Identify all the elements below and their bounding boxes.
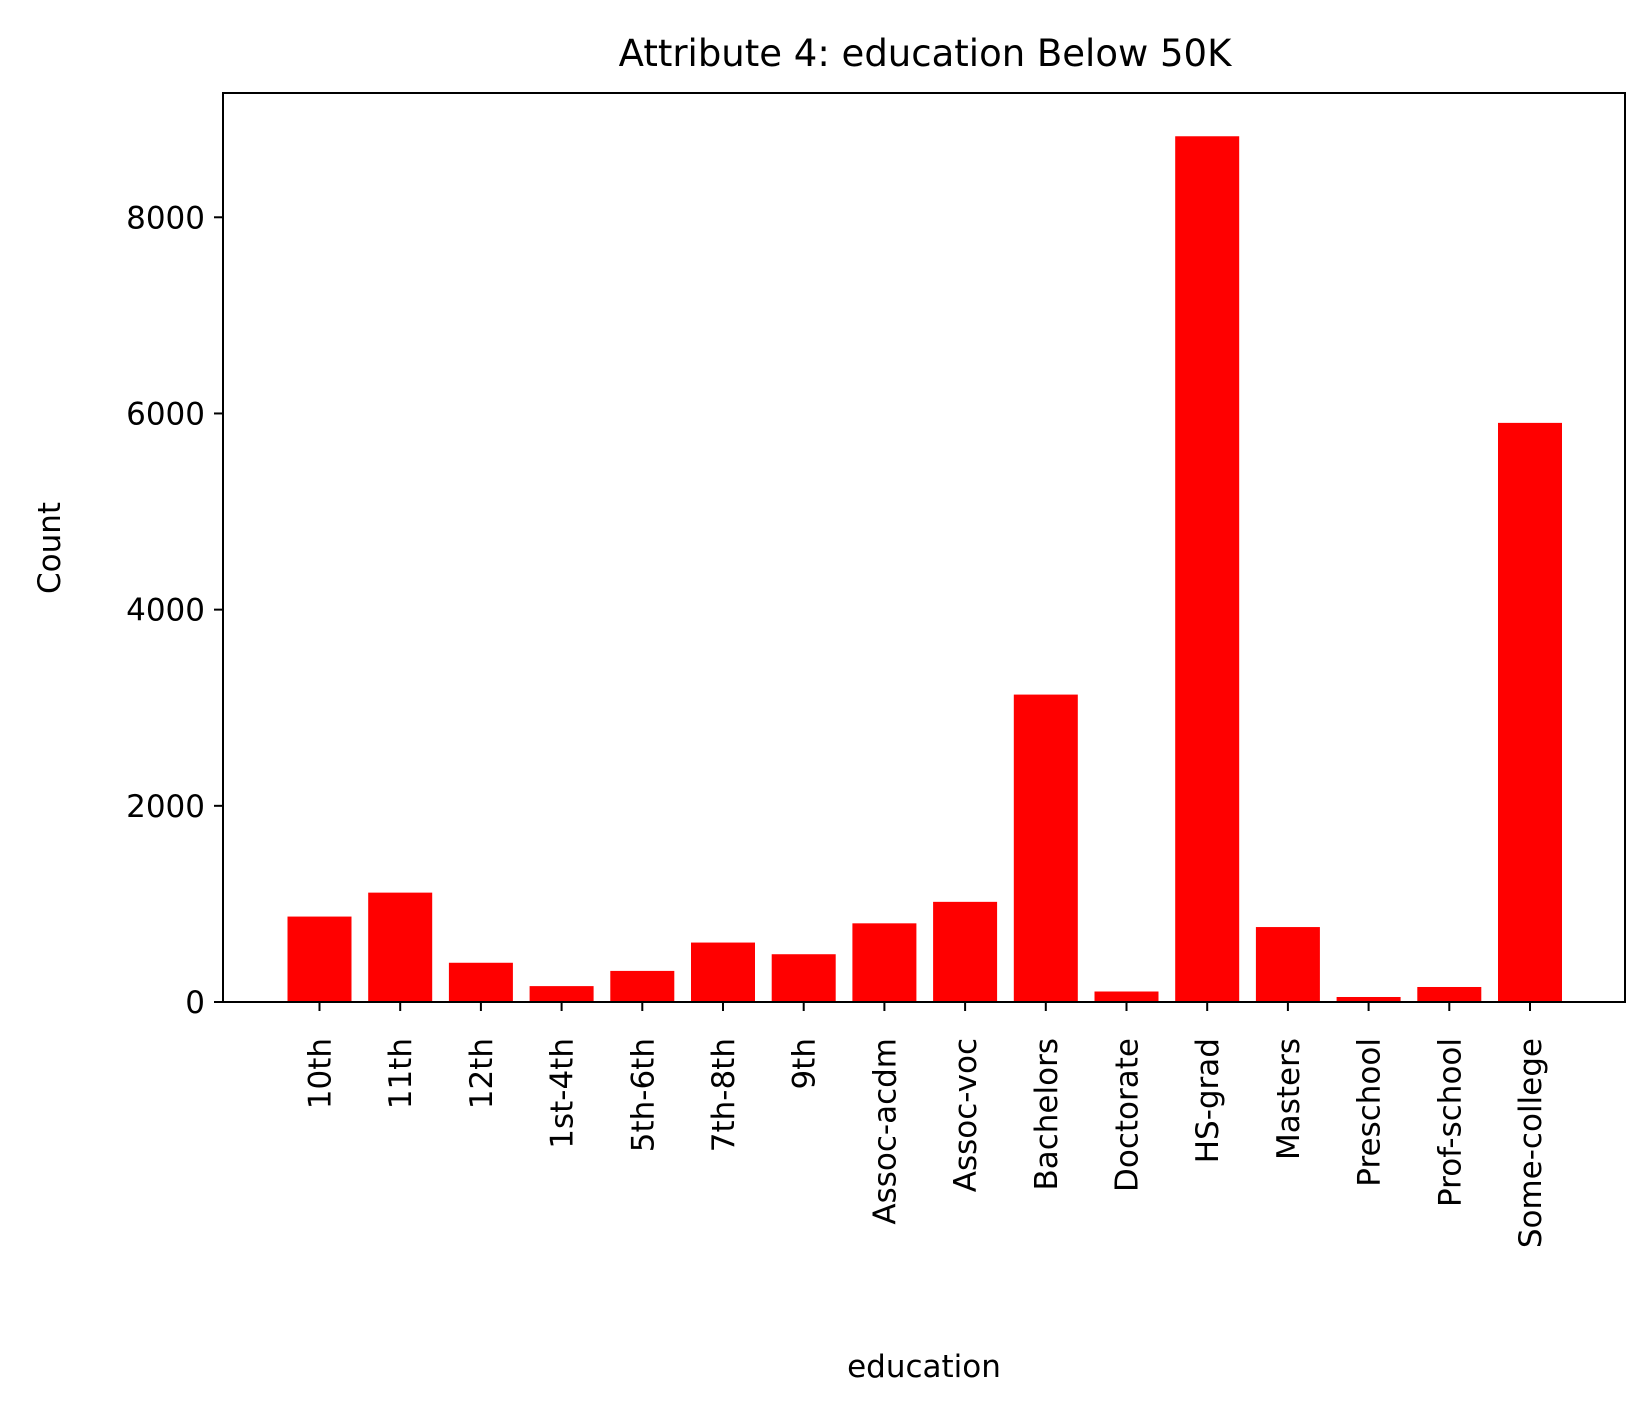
bar-doctorate xyxy=(1094,991,1159,1002)
y-tick-label: 6000 xyxy=(126,396,205,432)
x-ticks: 10th 11th 12th 1st-4th 5th-6th 7th-8th 9th Asso… xyxy=(303,1002,1549,1248)
bar-preschool xyxy=(1336,996,1401,1002)
bar-12th xyxy=(448,962,513,1002)
bars-layer xyxy=(287,136,1562,1002)
bar-prof-school xyxy=(1417,986,1482,1002)
bar-assoc-voc xyxy=(933,901,998,1002)
x-tick-label: Preschool xyxy=(1352,1038,1388,1187)
x-tick-label: 7th-8th xyxy=(706,1038,742,1152)
x-tick-label: 9th xyxy=(787,1038,823,1090)
y-tick-label: 8000 xyxy=(126,200,205,236)
x-tick-label: Assoc-acdm xyxy=(867,1038,903,1225)
y-tick-label: 2000 xyxy=(126,789,205,825)
x-tick-label: Some-college xyxy=(1513,1038,1549,1248)
bar-bachelors xyxy=(1013,694,1078,1002)
y-axis-label: Count xyxy=(32,502,68,594)
y-tick-label: 0 xyxy=(185,985,205,1021)
x-tick-label: 1st-4th xyxy=(545,1038,581,1149)
chart-title: Attribute 4: education Below 50K xyxy=(619,32,1233,75)
y-ticks: 0 2000 4000 6000 8000 xyxy=(126,200,223,1021)
plot-frame xyxy=(222,92,1626,1003)
x-tick-label: 12th xyxy=(464,1038,500,1109)
bar-hs-grad xyxy=(1175,136,1240,1002)
bar-assoc-acdm xyxy=(852,923,917,1002)
bar-5th-6th xyxy=(610,970,675,1002)
x-tick-label: Prof-school xyxy=(1432,1038,1468,1207)
bar-7th-8th xyxy=(691,942,755,1002)
x-tick-label: Assoc-voc xyxy=(948,1038,984,1192)
x-tick-label: Masters xyxy=(1271,1038,1307,1160)
x-tick-label: 11th xyxy=(383,1038,419,1109)
bar-1st-4th xyxy=(529,986,594,1002)
bar-some-college xyxy=(1498,422,1562,1002)
bar-masters xyxy=(1255,927,1320,1002)
x-tick-label: 10th xyxy=(303,1038,339,1109)
bar-9th xyxy=(771,954,836,1002)
x-axis-label: education xyxy=(847,1349,1001,1385)
bar-11th xyxy=(368,892,433,1002)
x-tick-label: 5th-6th xyxy=(625,1038,661,1152)
y-tick-label: 4000 xyxy=(126,593,205,629)
x-tick-label: HS-grad xyxy=(1190,1038,1226,1163)
x-tick-label: Doctorate xyxy=(1110,1038,1146,1192)
bar-10th xyxy=(287,916,352,1002)
x-tick-label: Bachelors xyxy=(1029,1038,1065,1191)
